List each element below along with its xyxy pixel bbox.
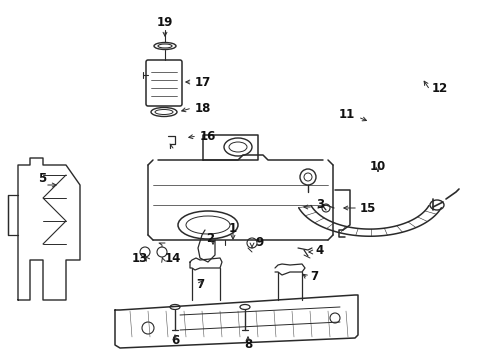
FancyBboxPatch shape — [146, 60, 182, 106]
Text: 11: 11 — [338, 108, 354, 122]
Text: 14: 14 — [164, 252, 181, 265]
Text: 7: 7 — [196, 278, 203, 291]
Text: 7: 7 — [309, 270, 318, 284]
Text: 9: 9 — [254, 237, 263, 249]
Text: 13: 13 — [131, 252, 148, 265]
Text: 2: 2 — [205, 231, 214, 244]
Text: 3: 3 — [315, 198, 324, 211]
Text: 19: 19 — [157, 15, 173, 28]
Text: 16: 16 — [200, 130, 216, 143]
Text: 17: 17 — [195, 76, 211, 89]
Text: 10: 10 — [369, 159, 386, 172]
Text: 5: 5 — [38, 171, 46, 184]
Text: 6: 6 — [170, 333, 179, 346]
Text: 8: 8 — [244, 338, 252, 351]
Text: 18: 18 — [195, 102, 211, 114]
Text: 4: 4 — [314, 243, 323, 256]
Text: 12: 12 — [431, 81, 447, 94]
Text: 1: 1 — [228, 221, 237, 234]
Text: 15: 15 — [359, 202, 376, 215]
